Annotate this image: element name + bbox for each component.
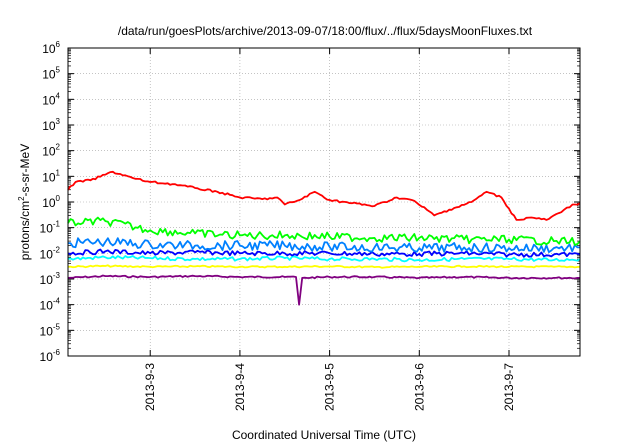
y-tick-base: 10 <box>42 196 56 210</box>
y-tick-base: 10 <box>40 247 54 261</box>
series-line <box>67 264 581 269</box>
x-tick-label: 2013-9-6 <box>412 363 426 411</box>
y-tick-base: 10 <box>42 170 56 184</box>
y-tick-exponent: 6 <box>56 40 61 49</box>
y-tick-base: 10 <box>40 299 54 313</box>
y-tick-base: 10 <box>42 119 56 133</box>
y-tick-exponent: -6 <box>53 348 61 357</box>
y-tick-base: 10 <box>40 324 54 338</box>
y-tick-label: 101 <box>42 168 60 184</box>
x-tick-label: 2013-9-7 <box>502 363 516 411</box>
y-tick-base: 10 <box>42 145 56 159</box>
y-tick-exponent: 4 <box>56 91 61 100</box>
y-tick-exponent: 3 <box>56 117 61 126</box>
y-tick-exponent: 5 <box>56 66 61 75</box>
y-tick-label: 10-2 <box>40 245 61 261</box>
x-tick-label: 2013-9-3 <box>143 363 157 411</box>
y-tick-exponent: -2 <box>53 245 61 254</box>
series-line <box>67 170 581 221</box>
y-tick-base: 10 <box>40 222 54 236</box>
y-tick-label: 103 <box>42 117 60 133</box>
y-tick-label: 10-1 <box>40 220 61 236</box>
y-axis-label-part-b: 2 <box>17 196 26 201</box>
y-tick-label: 10-3 <box>40 271 61 287</box>
y-tick-base: 10 <box>42 68 56 82</box>
y-axis-label-part-a: protons/cm <box>18 201 32 260</box>
y-tick-exponent: 0 <box>56 194 61 203</box>
y-tick-exponent: -1 <box>53 220 61 229</box>
plot-frame <box>67 47 581 357</box>
y-tick-label: 10-5 <box>40 322 61 338</box>
y-tick-base: 10 <box>42 42 56 56</box>
x-tick-labels: 2013-9-3 2013-9-4 2013-9-5 2013-9-6 2013-9-7 <box>143 363 516 411</box>
y-tick-label: 102 <box>42 143 60 159</box>
y-tick-exponent: 2 <box>56 143 61 152</box>
y-tick-exponent: 1 <box>56 168 61 177</box>
x-tick-label: 2013-9-4 <box>233 363 247 411</box>
y-tick-base: 10 <box>40 350 54 364</box>
series-layer <box>67 170 581 306</box>
chart-title: /data/run/goesPlots/archive/2013-09-07/1… <box>118 24 533 38</box>
y-tick-label: 10-6 <box>40 348 61 364</box>
y-tick-base: 10 <box>40 273 54 287</box>
y-tick-label: 104 <box>42 91 60 107</box>
series-line <box>67 255 581 263</box>
y-tick-label: 106 <box>42 40 60 56</box>
y-tick-labels: 10-610-510-410-310-210-11001011021031041… <box>40 40 61 364</box>
x-axis-label: Coordinated Universal Time (UTC) <box>232 428 416 442</box>
y-tick-exponent: -4 <box>53 297 61 306</box>
series-line <box>67 237 581 254</box>
series-line <box>67 216 581 246</box>
y-tick-label: 10-4 <box>40 297 61 313</box>
series-line <box>67 248 581 258</box>
y-axis-label: protons/cm2-s-sr-MeV <box>17 144 32 260</box>
x-tick-label: 2013-9-5 <box>323 363 337 411</box>
y-tick-label: 105 <box>42 66 60 82</box>
y-tick-base: 10 <box>42 93 56 107</box>
y-tick-label: 100 <box>42 194 60 210</box>
y-axis-label-part-c: -s-sr-MeV <box>18 144 32 197</box>
series-line <box>67 274 580 306</box>
grid <box>68 47 580 357</box>
y-tick-exponent: -3 <box>53 271 61 280</box>
y-tick-exponent: -5 <box>53 322 61 331</box>
